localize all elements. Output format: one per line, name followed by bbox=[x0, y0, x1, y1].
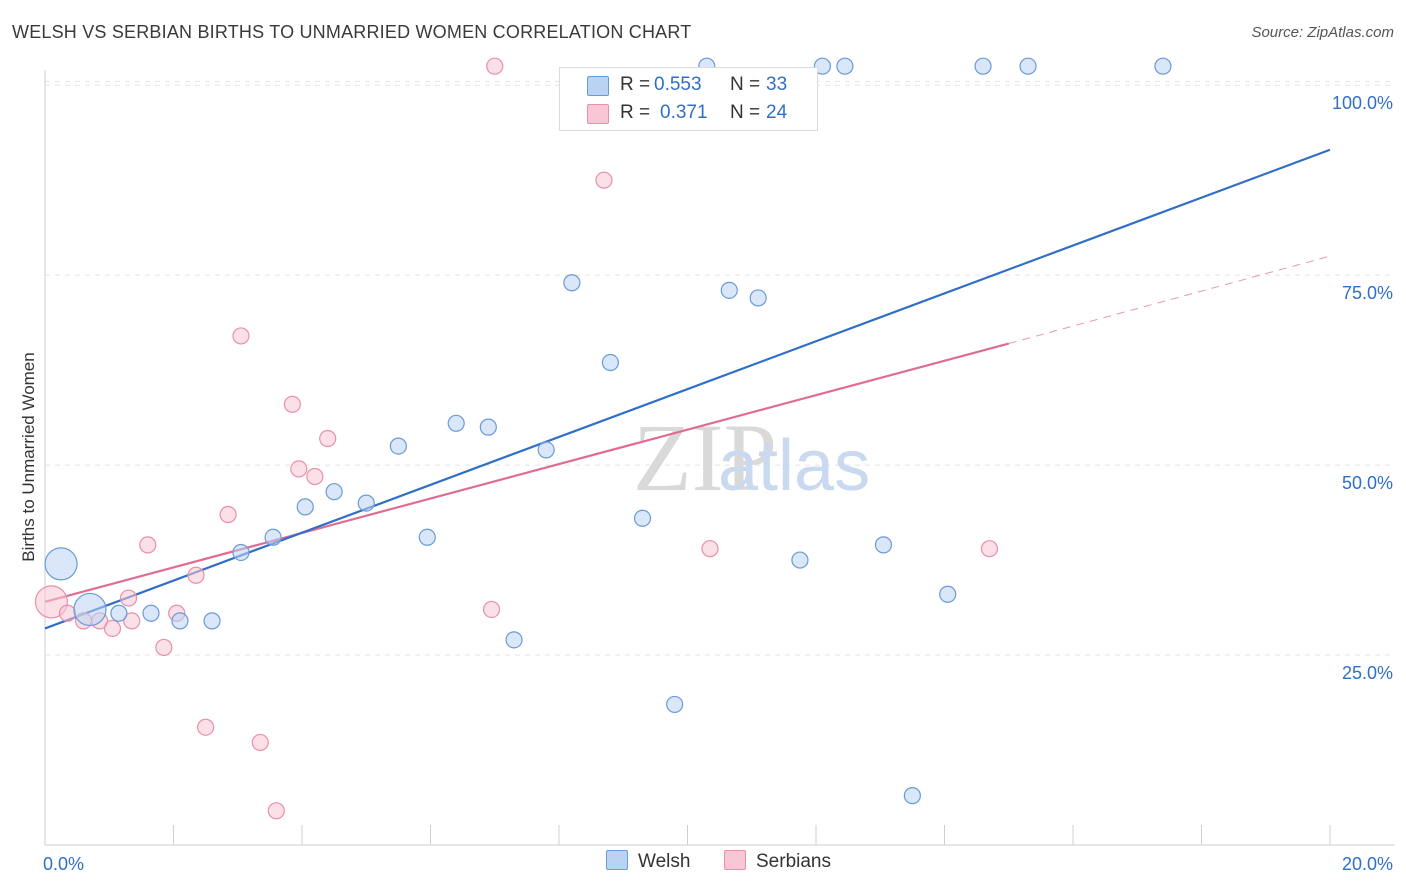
welsh-point bbox=[296, 498, 314, 516]
welsh-point bbox=[903, 787, 921, 805]
serbians-point bbox=[103, 619, 122, 638]
serbians-point bbox=[187, 566, 205, 584]
welsh-point bbox=[447, 414, 465, 432]
serbians-trend-extension bbox=[1008, 255, 1331, 345]
welsh-point bbox=[601, 353, 620, 372]
welsh-point bbox=[232, 543, 250, 562]
y-tick-label: 25.0% bbox=[1342, 663, 1393, 683]
serbians-point bbox=[482, 600, 501, 619]
bottom-legend-serbians: Serbians bbox=[724, 850, 831, 873]
welsh-r-value: 0.553 bbox=[654, 74, 702, 95]
welsh-swatch bbox=[587, 76, 609, 96]
welsh-point bbox=[720, 281, 738, 299]
source-credit: Source: ZipAtlas.com bbox=[1251, 24, 1394, 41]
welsh-point bbox=[73, 592, 107, 627]
welsh-point bbox=[836, 57, 854, 75]
welsh-point bbox=[479, 418, 497, 436]
y-axis-label: Births to Unmarried Women bbox=[19, 352, 38, 561]
serbians-point bbox=[251, 733, 269, 752]
serbians-point bbox=[123, 612, 141, 630]
correlation-legend: R = 0.553 N = 33 R = 0.371 N = 24 bbox=[559, 67, 818, 131]
welsh-point bbox=[171, 612, 189, 630]
welsh-point bbox=[505, 631, 523, 649]
serbians-swatch bbox=[587, 104, 609, 124]
welsh-point bbox=[791, 551, 809, 569]
serbians-point bbox=[283, 395, 301, 413]
welsh-n-label: N = bbox=[730, 74, 761, 95]
welsh-legend-swatch bbox=[606, 850, 628, 870]
watermark-zip: ZIP bbox=[633, 404, 777, 511]
serbians-point bbox=[980, 540, 999, 558]
welsh-point bbox=[389, 437, 407, 455]
y-tick-label: 75.0% bbox=[1342, 283, 1393, 303]
y-tick-label: 50.0% bbox=[1342, 473, 1393, 493]
watermark-atlas: atlas bbox=[718, 426, 870, 506]
serbians-point bbox=[267, 802, 285, 820]
serbians-legend-label: Serbians bbox=[756, 851, 831, 872]
serbians-point bbox=[139, 536, 157, 554]
serbians-point bbox=[119, 589, 138, 607]
tick-labels: 25.0% 50.0% 75.0% 100.0% 0.0% 20.0% bbox=[43, 93, 1393, 874]
x-tick-label-min: 0.0% bbox=[43, 854, 84, 874]
welsh-point bbox=[1154, 57, 1172, 75]
trend-lines bbox=[44, 148, 1331, 630]
serbians-point bbox=[486, 57, 504, 75]
serbians-point bbox=[34, 585, 69, 619]
grid bbox=[45, 80, 1395, 656]
serbians-point bbox=[290, 460, 308, 478]
axes bbox=[44, 70, 1395, 846]
serbians-r-label: R = bbox=[620, 102, 651, 123]
welsh-point bbox=[666, 695, 684, 714]
points bbox=[34, 57, 1172, 820]
welsh-trend-line bbox=[44, 148, 1331, 630]
chart-title: WELSH VS SERBIAN BIRTHS TO UNMARRIED WOM… bbox=[12, 22, 692, 42]
y-tick-label: 100.0% bbox=[1332, 93, 1393, 113]
welsh-point bbox=[813, 57, 832, 75]
x-tick-label-max: 20.0% bbox=[1342, 854, 1393, 874]
serbians-point bbox=[219, 505, 237, 524]
serbians-legend-swatch bbox=[724, 850, 746, 870]
welsh-point bbox=[563, 274, 581, 292]
serbians-trend-line bbox=[44, 342, 1010, 603]
welsh-point bbox=[749, 289, 767, 307]
welsh-legend-label: Welsh bbox=[638, 851, 691, 872]
welsh-point bbox=[203, 612, 221, 630]
welsh-r-label: R = bbox=[620, 74, 651, 95]
welsh-point bbox=[325, 483, 343, 501]
welsh-point bbox=[142, 604, 160, 622]
serbians-point bbox=[595, 171, 613, 189]
serbians-n-label: N = bbox=[730, 102, 761, 123]
serbians-point bbox=[232, 327, 250, 345]
welsh-point bbox=[418, 528, 436, 546]
watermark: ZIP atlas bbox=[633, 404, 870, 511]
serbians-point bbox=[197, 718, 215, 736]
serbians-point bbox=[306, 467, 324, 486]
welsh-point bbox=[974, 57, 992, 75]
welsh-point bbox=[633, 509, 652, 527]
welsh-n-value: 33 bbox=[766, 74, 788, 95]
welsh-point bbox=[939, 585, 957, 603]
welsh-point bbox=[44, 547, 78, 581]
bottom-legend-welsh: Welsh bbox=[606, 850, 690, 873]
serbians-n-value: 24 bbox=[766, 102, 788, 123]
welsh-point bbox=[264, 528, 282, 546]
welsh-point bbox=[1019, 57, 1037, 75]
serbians-r-value: 0.371 bbox=[660, 102, 708, 123]
welsh-point bbox=[110, 604, 128, 622]
serbians-point bbox=[701, 540, 719, 558]
welsh-point bbox=[874, 536, 893, 554]
welsh-point bbox=[537, 441, 555, 459]
serbians-point bbox=[319, 429, 337, 448]
welsh-point bbox=[357, 494, 375, 512]
serbians-point bbox=[58, 604, 77, 622]
serbians-point bbox=[155, 638, 173, 657]
